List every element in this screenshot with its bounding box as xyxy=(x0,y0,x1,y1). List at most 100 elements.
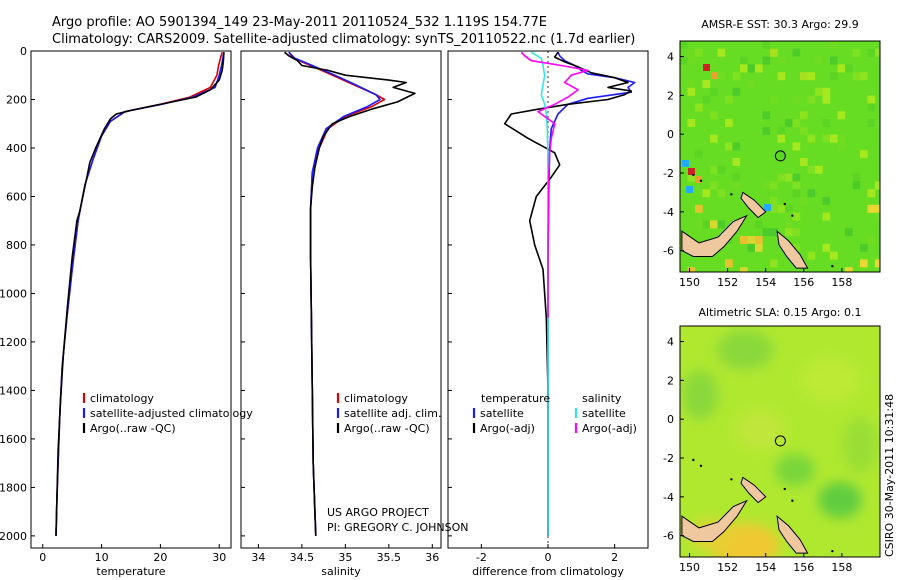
salinity-tick-label: 34.5 xyxy=(290,551,315,564)
salinity-ticks: 34 34.5 35 35.5 36 xyxy=(251,544,439,564)
sst-cell xyxy=(702,189,711,198)
depth-tick-label: 0 xyxy=(20,45,27,58)
sst-cell-accent xyxy=(711,72,718,79)
sla-map-ytick-label: 2 xyxy=(667,374,674,387)
sst-cell xyxy=(695,48,703,57)
sst-cell xyxy=(867,103,876,112)
sst-cell-accent xyxy=(764,204,771,211)
sst-cell xyxy=(822,119,831,127)
sst-cell xyxy=(807,251,816,260)
sst-cell xyxy=(747,236,756,244)
sla-map-islet xyxy=(783,487,786,491)
sst-cell-accent xyxy=(688,168,695,175)
sst-cell xyxy=(755,236,763,244)
title-line-1: Argo profile: AO 5901394_149 23-May-2011… xyxy=(52,15,547,30)
sst-cell xyxy=(822,197,831,205)
sla-map-xtick-label: 156 xyxy=(793,561,814,574)
sla-map: Altimetric SLA: 0.15 Argo: 0.1 150 152 154… xyxy=(663,306,881,574)
sla-map-ytick-label: 0 xyxy=(667,413,674,426)
sst-cell xyxy=(717,165,726,174)
sst-cell xyxy=(725,119,733,127)
sst-map-title: AMSR-E SST: 30.3 Argo: 29.9 xyxy=(701,18,859,31)
temperature-tick-label: 10 xyxy=(95,551,109,564)
sst-cell xyxy=(740,267,748,272)
sst-cell xyxy=(740,64,748,73)
salinity-xlabel: salinity xyxy=(321,565,361,578)
depth-ticks: 0 200 400 600 800 1000 1200 1400 1600 1800 2000 xyxy=(0,45,452,543)
sst-map-xtick-label: 152 xyxy=(717,276,738,289)
depth-tick-label: 2000 xyxy=(0,530,27,543)
difference-lines xyxy=(503,51,636,536)
sst-cell xyxy=(845,228,853,237)
sst-cell xyxy=(770,204,778,213)
sst-cell xyxy=(747,80,756,88)
sst-cell xyxy=(725,142,733,151)
sst-cell xyxy=(747,243,756,252)
sst-cell xyxy=(710,220,718,229)
sst-cell xyxy=(695,220,703,229)
sst-cell xyxy=(822,95,831,104)
sst-cell xyxy=(800,72,808,81)
temperature-series-blue xyxy=(55,52,225,536)
sst-map-ytick-label: 2 xyxy=(667,89,674,102)
sst-cell xyxy=(755,243,763,252)
sla-blobs xyxy=(682,330,878,557)
sla-map-island xyxy=(681,499,748,542)
sst-cell xyxy=(732,181,741,190)
sst-cell xyxy=(867,95,876,104)
sst-cell xyxy=(837,134,846,143)
sst-map-islet xyxy=(730,193,733,196)
temperature-lines xyxy=(55,51,225,536)
sst-map-xtick-label: 158 xyxy=(831,276,852,289)
sst-cell xyxy=(852,72,861,81)
difference-series-cyan xyxy=(530,51,549,536)
sst-land xyxy=(681,173,834,269)
sst-cell xyxy=(830,72,838,81)
sst-cell xyxy=(815,56,823,65)
sst-cell-accent xyxy=(686,186,693,193)
sst-cell xyxy=(687,173,696,182)
sst-cell xyxy=(867,48,876,57)
sst-cell xyxy=(762,181,771,190)
sla-map-islet xyxy=(831,549,834,553)
sst-cell xyxy=(687,48,696,57)
salinity-legend: climatology satellite adj. clim. Argo(..ra… xyxy=(336,392,441,435)
depth-tick-label: 1400 xyxy=(0,384,27,397)
sla-argo-marker xyxy=(774,435,786,447)
sst-map-islet xyxy=(791,214,794,217)
sst-cell xyxy=(687,119,696,127)
sla-map-island xyxy=(740,476,767,504)
sla-map-xtick-label: 152 xyxy=(717,561,738,574)
difference-ticks: -2 0 2 xyxy=(476,544,618,564)
sst-cell xyxy=(717,48,726,57)
sst-map-ytick-label: -4 xyxy=(663,206,674,219)
depth-tick-label: 600 xyxy=(6,190,27,203)
sst-map-ticks: 150 152 154 156 158 4 2 0 -2 -4 -6 xyxy=(663,51,852,289)
sst-cell xyxy=(867,119,876,127)
sst-cell xyxy=(762,228,771,237)
salinity-tick-label: 34 xyxy=(251,551,265,564)
sst-cell xyxy=(725,259,733,268)
sst-cell xyxy=(710,134,718,143)
sst-cell xyxy=(807,134,816,143)
salinity-panel: 34 34.5 35 35.5 36 salinity climatology satel… xyxy=(240,50,468,578)
sst-map-island xyxy=(776,229,809,269)
sst-cell xyxy=(830,251,838,260)
temperature-xlabel: temperature xyxy=(96,565,165,578)
sst-cell xyxy=(800,158,808,166)
sst-map-frame xyxy=(679,40,881,273)
sst-cell xyxy=(747,64,756,73)
sst-cell-accent xyxy=(695,176,702,183)
sst-map-islet xyxy=(699,179,703,182)
depth-tick-label: 1200 xyxy=(0,336,27,349)
sst-cell xyxy=(702,80,711,88)
sst-cell xyxy=(770,259,778,268)
sst-cell xyxy=(695,103,703,112)
difference-tick-label: 2 xyxy=(611,551,618,564)
sst-cell xyxy=(777,204,786,213)
sst-map-xtick-label: 150 xyxy=(679,276,700,289)
sst-cell xyxy=(807,72,816,81)
sst-cell xyxy=(875,181,880,190)
depth-tick-label: 200 xyxy=(6,93,27,106)
